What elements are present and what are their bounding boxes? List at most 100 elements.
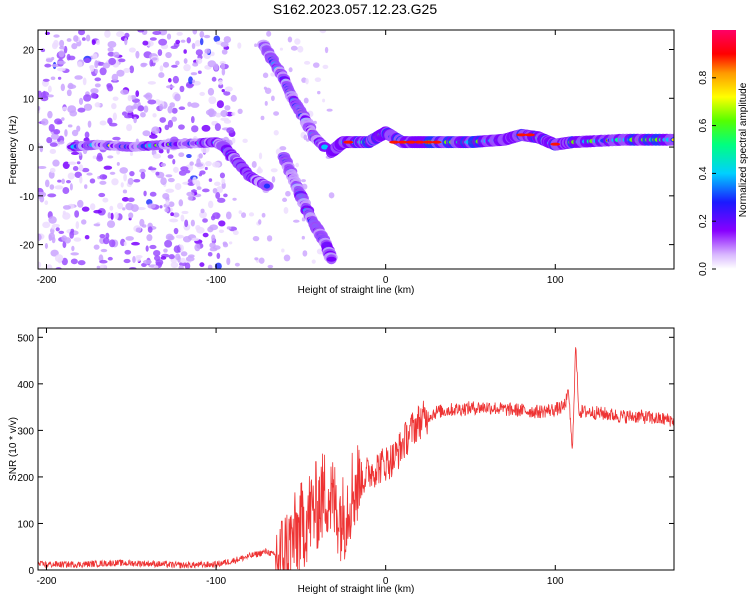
heatmap-noise-cell [173,227,179,235]
colorbar-label: Normalized spectral amplitude [738,82,749,217]
heatmap-noise-cell [196,186,202,190]
heatmap-noise-cell [141,262,147,268]
heatmap-noise-cell [202,232,209,238]
spectrogram-xlabel: Height of straight line (km) [298,285,415,296]
heatmap-noise-cell [256,167,263,174]
heatmap-noise-cell [99,264,107,269]
heatmap-noise-cell [234,262,240,267]
heatmap-noise-cell [279,47,283,51]
snr-xtick-label: -200 [36,576,56,587]
heatmap-noise-cell [192,62,199,67]
heatmap-noise-cell [124,32,130,38]
heatmap-noise-cell [107,212,112,219]
heatmap-noise-cell [202,218,208,223]
heatmap-noise-cell [191,125,199,133]
heatmap-noise-cell [212,161,221,168]
heatmap-noise-cell [108,57,117,66]
spectrogram-xtick-label: 0 [383,275,389,286]
heatmap-noise-cell [90,92,97,99]
heatmap-noise-cell [89,178,96,184]
heatmap-noise-cell [74,171,82,178]
heatmap-noise-cell [187,195,193,201]
snr-ylabel: SNR (10 * v/v) [8,417,19,481]
heatmap-noise-cell [38,142,41,147]
heatmap-noise-cell [191,79,196,83]
heatmap-noise-cell [170,212,174,217]
heatmap-noise-cell [94,60,99,69]
heatmap-noise-cell [92,53,98,60]
heatmap-noise-cell [167,78,172,83]
heatmap-noise-cell [84,131,90,139]
heatmap-noise-cell [221,49,228,55]
heatmap-noise-cell [199,37,204,46]
heatmap-noise-cell [47,193,57,198]
heatmap-noise-cell [106,220,116,228]
heatmap-noise-cell [199,30,205,38]
heatmap-noise-cell [90,88,99,94]
heatmap-noise-cell [212,212,221,220]
heatmap-noise-cell [111,73,119,82]
heatmap-noise-cell [47,85,52,93]
heatmap-noise-cell [295,162,300,168]
colorbar-tick-label: 0.6 [698,118,709,132]
heatmap-noise-cell [50,249,59,257]
heatmap-noise-cell [77,107,86,113]
heatmap-noise-cell [191,42,196,50]
heatmap-noise-cell [194,243,201,252]
heatmap-noise-cell [66,38,72,42]
heatmap-noise-cell [71,43,78,50]
heatmap-noise-cell [224,105,231,111]
heatmap-noise-cell [238,210,242,214]
heatmap-noise-cell [74,210,80,218]
heatmap-noise-cell [151,57,158,61]
heatmap-noise-cell [137,30,145,33]
heatmap-noise-cell [93,209,103,214]
heatmap-noise-cell [167,105,173,114]
heatmap-noise-cell [215,112,222,118]
heatmap-trace-peak [516,133,527,137]
heatmap-noise-cell [159,205,163,209]
heatmap-noise-cell [55,227,60,232]
heatmap-noise-cell [218,79,223,86]
heatmap-noise-cell [47,110,53,119]
heatmap-noise-cell [200,208,205,214]
heatmap-noise-cell [112,112,117,121]
heatmap-noise-cell [152,30,162,35]
heatmap-noise-cell [72,165,79,172]
heatmap-noise-cell [107,41,117,48]
heatmap-noise-cell [128,212,134,219]
heatmap-noise-cell [152,113,157,118]
heatmap-noise-cell [61,235,67,242]
heatmap-noise-cell [214,262,222,269]
heatmap-noise-cell [44,200,49,206]
heatmap-noise-cell [94,77,102,82]
heatmap-noise-cell [195,180,201,188]
heatmap-noise-cell [287,36,293,43]
heatmap-noise-cell [77,61,83,68]
heatmap-noise-cell [74,75,83,80]
heatmap-noise-cell [127,177,134,185]
heatmap-noise-cell [297,45,304,53]
heatmap-noise-cell [48,171,55,179]
heatmap-noise-cell [174,183,182,191]
spectrogram-ytick-label: 0 [28,143,34,154]
heatmap-noise-cell [109,171,116,175]
heatmap-noise-cell [71,151,80,155]
heatmap-noise-cell [301,217,306,222]
heatmap-noise-cell [84,184,88,189]
heatmap-noise-cell [167,177,175,183]
heatmap-noise-cell [168,254,175,260]
heatmap-noise-cell [133,116,137,124]
heatmap-noise-cell [230,94,237,102]
heatmap-noise-cell [41,118,49,126]
heatmap-noise-cell [153,265,159,269]
spectrogram-ytick-label: 10 [23,94,35,105]
heatmap-noise-cell [137,105,145,112]
heatmap-noise-cell [38,233,42,241]
heatmap-noise-cell [207,87,215,96]
heatmap-noise-cell [51,226,56,230]
heatmap-noise-cell [107,155,114,159]
heatmap-noise-cell [220,62,226,70]
heatmap-noise-cell [44,31,51,36]
heatmap-noise-cell [183,58,188,64]
